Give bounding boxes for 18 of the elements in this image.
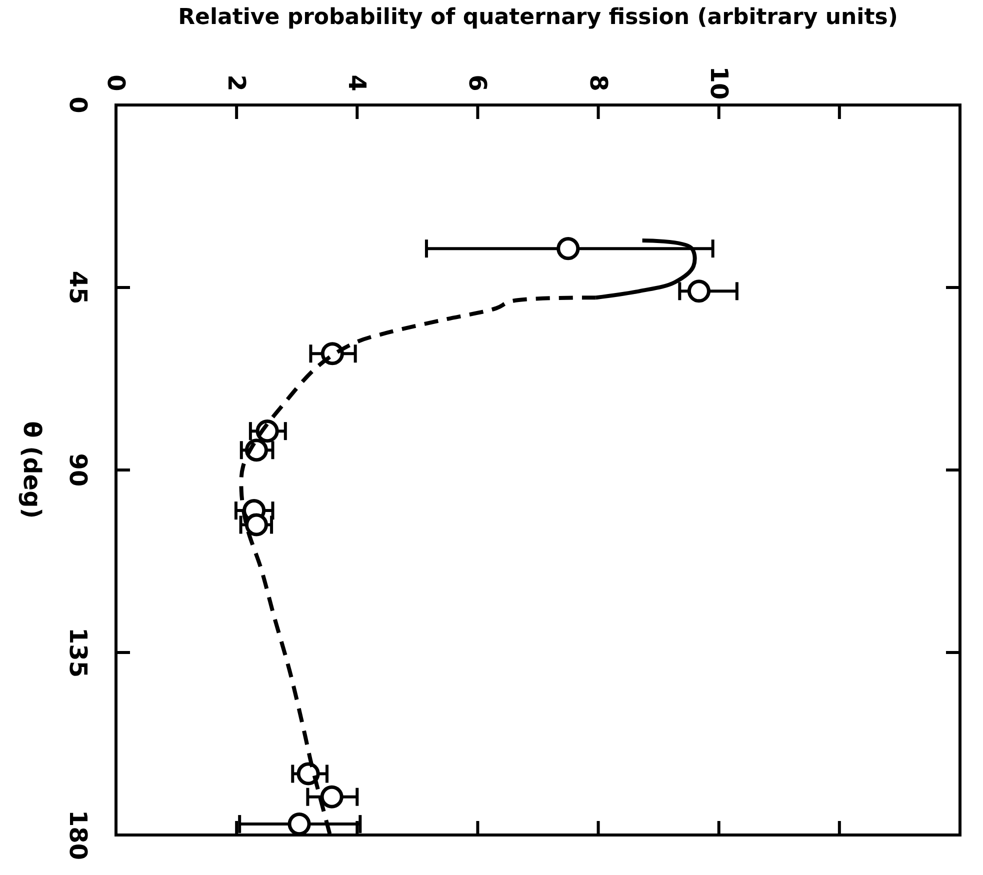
x-tick-label: 6 — [464, 74, 492, 92]
point — [296, 762, 320, 786]
y-tick-label: 0 — [64, 96, 92, 114]
x-tick-label: 10 — [704, 66, 733, 100]
point — [687, 280, 710, 303]
point — [244, 513, 268, 536]
y-tick-label: 90 — [64, 453, 92, 487]
y-tick-label: 135 — [64, 627, 92, 678]
x-axis-title: Relative probability of quaternary fission (arbitrary units) — [178, 5, 898, 30]
x-tick-label: 4 — [343, 74, 372, 92]
x-tick-label: 0 — [102, 74, 130, 92]
point — [556, 237, 580, 260]
y-tick-label: 45 — [64, 270, 92, 304]
point — [320, 785, 344, 808]
y-tick-label: 180 — [64, 810, 92, 860]
x-tick-label: 8 — [584, 74, 612, 92]
y-axis-title: θ (deg) — [18, 421, 46, 519]
x-tick-label: 2 — [222, 74, 251, 92]
